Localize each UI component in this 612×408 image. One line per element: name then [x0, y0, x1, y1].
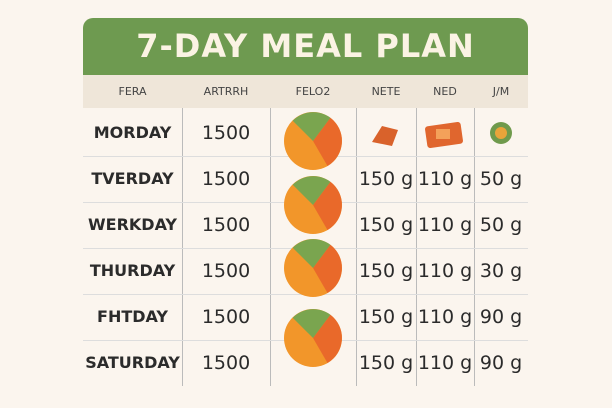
day-label: FHTDAY — [97, 307, 168, 326]
cell-value: 150 g — [358, 306, 414, 328]
day-label: SATURDAY — [85, 353, 180, 372]
cell-value: 90 g — [479, 306, 523, 328]
column-header: FERA — [118, 85, 147, 98]
column-divider — [270, 108, 271, 386]
cell-value: 1500 — [201, 260, 251, 282]
cell-value: 110 g — [417, 352, 473, 374]
cell-value: 1500 — [201, 168, 251, 190]
header-row — [83, 75, 528, 108]
cell-value: 150 g — [358, 214, 414, 236]
plate-icon — [284, 239, 342, 297]
cell-value: 110 g — [417, 260, 473, 282]
column-divider — [474, 108, 475, 386]
day-label: TVERDAY — [91, 169, 174, 188]
column-header: NETE — [371, 85, 401, 98]
cell-value: 50 g — [479, 214, 523, 236]
column-header: FELO2 — [295, 85, 331, 98]
day-label: WERKDAY — [87, 215, 177, 234]
cell-value: 110 g — [417, 214, 473, 236]
day-label: MORDAY — [93, 123, 172, 142]
column-divider — [182, 108, 183, 386]
cell-value: 150 g — [358, 260, 414, 282]
column-header: NED — [433, 85, 457, 98]
cell-value: 110 g — [417, 306, 473, 328]
column-header: J/M — [492, 85, 510, 98]
cell-value: 1500 — [201, 214, 251, 236]
cell-value: 90 g — [479, 352, 523, 374]
cell-value: 150 g — [358, 168, 414, 190]
cell-value: 50 g — [479, 168, 523, 190]
column-header: ARTRRH — [203, 85, 249, 98]
column-divider — [416, 108, 417, 386]
cell-value: 110 g — [417, 168, 473, 190]
plate-icon — [284, 176, 342, 234]
cell-value: 30 g — [479, 260, 523, 282]
title: 7-DAY MEAL PLAN — [83, 18, 528, 75]
cell-value: 1500 — [201, 122, 251, 144]
column-divider — [356, 108, 357, 386]
day-label: THURDAY — [89, 261, 176, 280]
plate-icon — [284, 112, 342, 170]
plate-icon — [284, 309, 342, 367]
cell-value: 1500 — [201, 306, 251, 328]
cell-value: 1500 — [201, 352, 251, 374]
cell-value: 150 g — [358, 352, 414, 374]
food-icons — [372, 121, 512, 149]
